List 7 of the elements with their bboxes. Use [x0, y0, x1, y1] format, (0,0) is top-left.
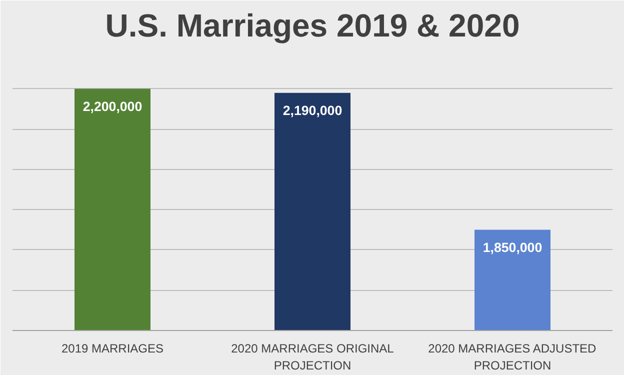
- data-label: 2,190,000: [282, 102, 342, 118]
- data-label: 1,850,000: [482, 240, 542, 255]
- x-tick-label: 2019 MARRIAGES: [61, 342, 164, 356]
- x-tick-label: 2020 MARRIAGES ADJUSTED PROJECTION: [428, 342, 597, 372]
- data-label: 2,200,000: [82, 98, 142, 114]
- chart-title: U.S. Marriages 2019 & 2020: [105, 8, 520, 44]
- x-tick-label: 2020 MARRIAGES ORIGINAL PROJECTION: [231, 342, 394, 372]
